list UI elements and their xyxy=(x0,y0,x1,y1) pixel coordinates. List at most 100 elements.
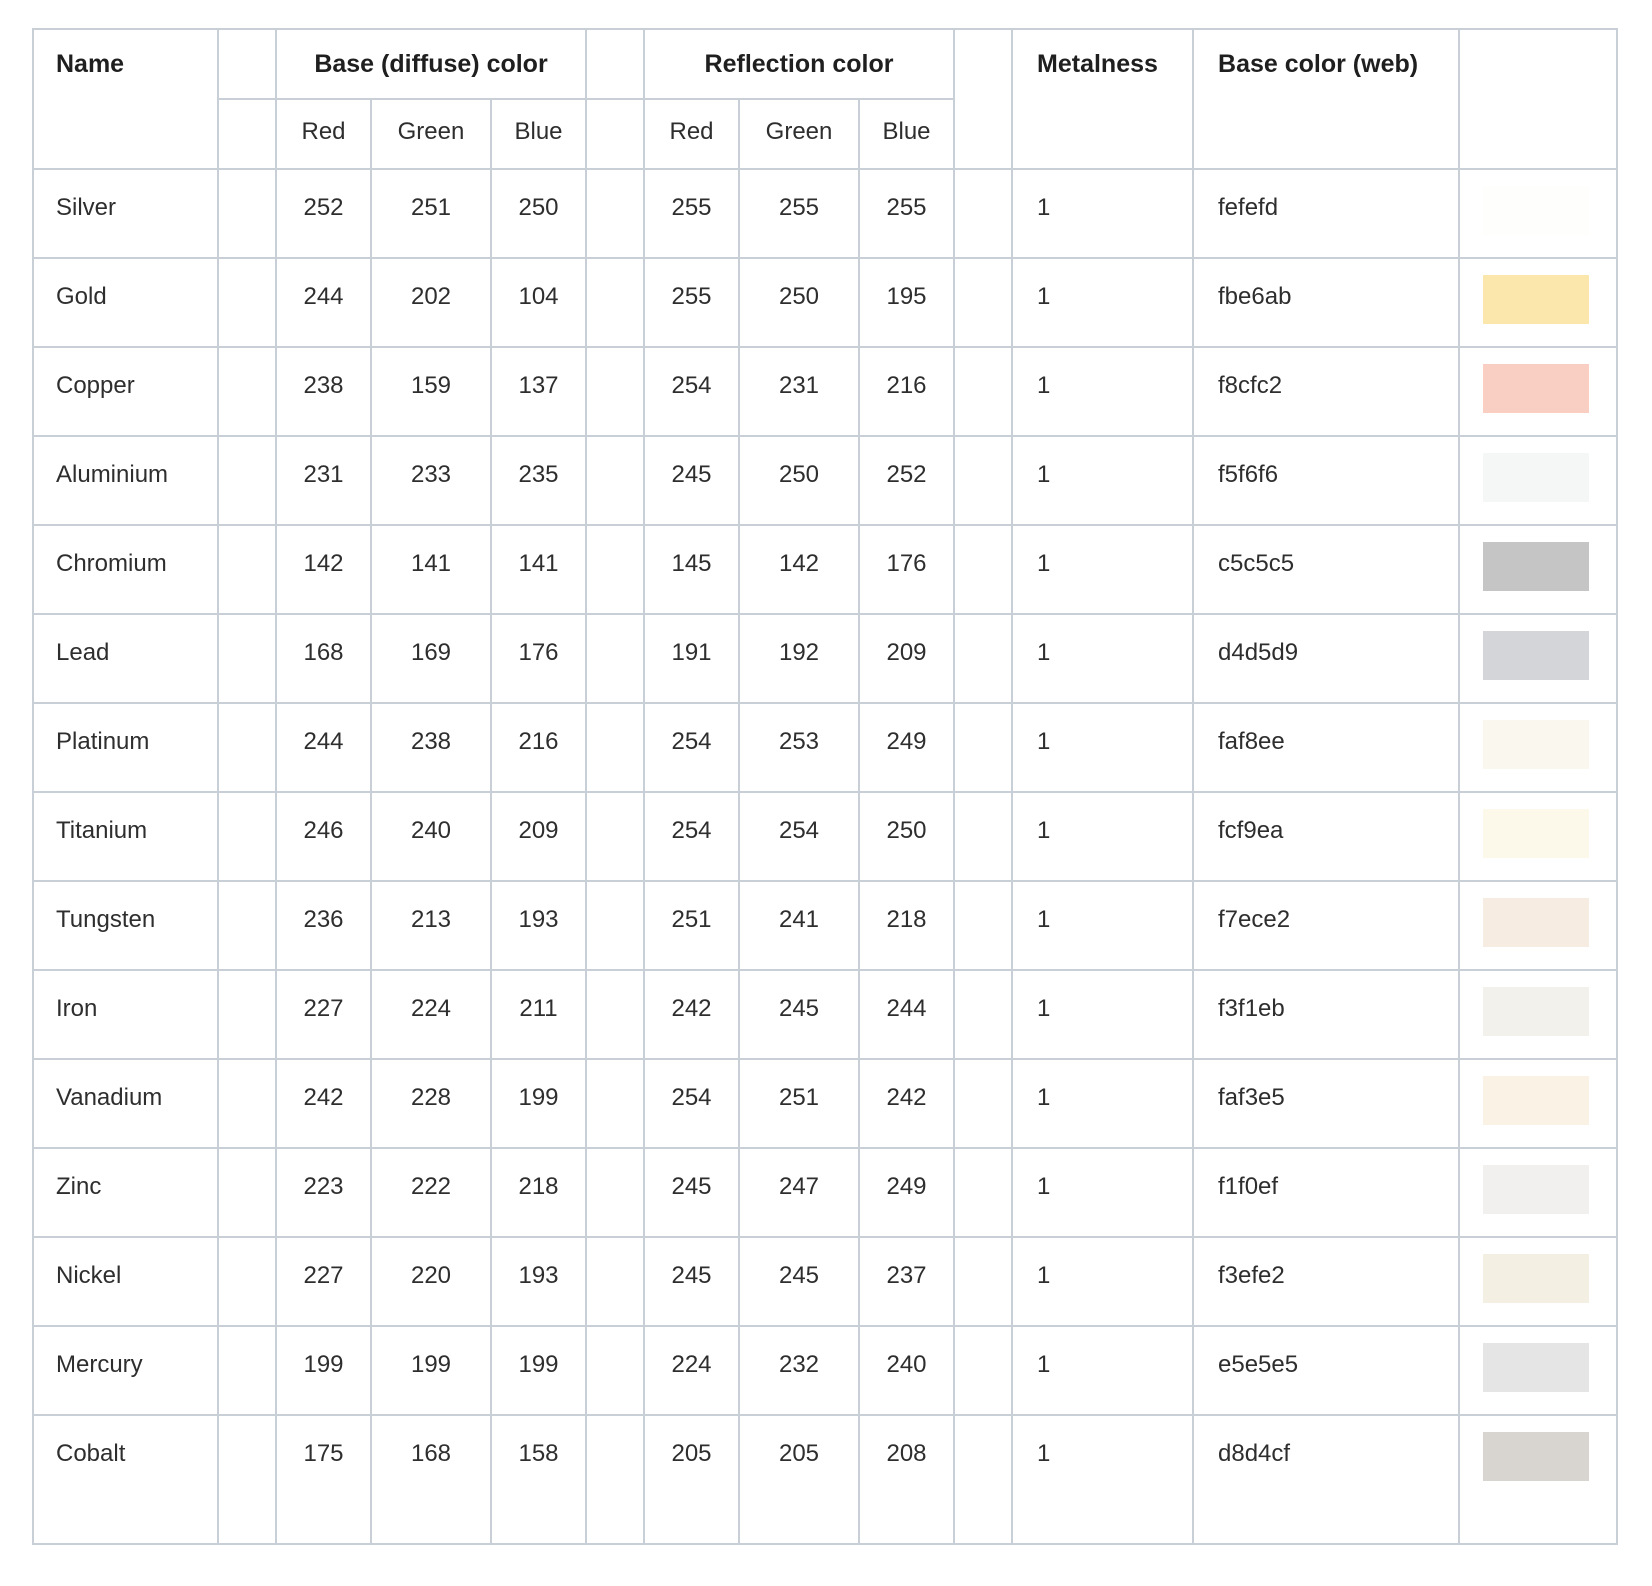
base-green-cell: 169 xyxy=(370,613,492,704)
spacer-cell xyxy=(953,791,1014,882)
reflection-blue-cell: 208 xyxy=(858,1414,956,1545)
spacer-cell xyxy=(217,702,277,793)
reflection-green-cell: 250 xyxy=(738,257,861,348)
spacer-cell xyxy=(953,1236,1014,1327)
metal-name-cell: Zinc xyxy=(32,1147,219,1238)
reflection-red-cell: 245 xyxy=(643,1147,741,1238)
base-red-cell: 238 xyxy=(275,346,372,437)
spacer-cell xyxy=(585,1147,646,1238)
reflection-green-cell: 232 xyxy=(738,1325,861,1416)
swatch-cell xyxy=(1458,1147,1619,1238)
swatch-cell xyxy=(1458,969,1619,1060)
spacer-cell xyxy=(585,346,646,437)
base-red-cell: 231 xyxy=(275,435,372,526)
base-blue-cell: 104 xyxy=(489,257,588,348)
color-swatch xyxy=(1483,631,1590,680)
spacer-cell xyxy=(217,1147,277,1238)
metalness-cell: 1 xyxy=(1011,257,1195,348)
spacer-cell xyxy=(217,1236,277,1327)
base-blue-cell: 199 xyxy=(489,1058,588,1149)
base-blue-cell: 209 xyxy=(489,791,588,882)
metalness-cell: 1 xyxy=(1011,702,1195,793)
spacer-cell xyxy=(953,1147,1014,1238)
base-red-cell: 223 xyxy=(275,1147,372,1238)
base-red-cell: 199 xyxy=(275,1325,372,1416)
base-blue-cell: 158 xyxy=(489,1414,588,1545)
metalness-cell: 1 xyxy=(1011,1058,1195,1149)
spacer-cell xyxy=(585,702,646,793)
spacer-cell xyxy=(953,28,1014,170)
spacer-cell xyxy=(585,168,646,259)
spacer-cell xyxy=(585,257,646,348)
base-red-cell: 246 xyxy=(275,791,372,882)
spacer-cell xyxy=(217,1414,277,1545)
spacer-cell xyxy=(217,1058,277,1149)
reflection-green-cell: 205 xyxy=(738,1414,861,1545)
reflection-red-cell: 254 xyxy=(643,1058,741,1149)
swatch-cell xyxy=(1458,1058,1619,1149)
table-row: Silver 252 251 250 255 255 255 1 fefefd xyxy=(32,168,1619,259)
spacer-cell xyxy=(217,791,277,882)
reflection-green-cell: 250 xyxy=(738,435,861,526)
reflection-blue-cell: 244 xyxy=(858,969,956,1060)
reflection-blue-cell: 252 xyxy=(858,435,956,526)
base-blue-cell: 235 xyxy=(489,435,588,526)
reflection-green-cell: 255 xyxy=(738,168,861,259)
spacer-cell xyxy=(953,1058,1014,1149)
table-body: Silver 252 251 250 255 255 255 1 fefefd … xyxy=(32,168,1619,1545)
spacer-cell xyxy=(953,168,1014,259)
reflection-blue-cell: 250 xyxy=(858,791,956,882)
reflection-blue-cell: 237 xyxy=(858,1236,956,1327)
swatch-cell xyxy=(1458,257,1619,348)
base-blue-cell: 176 xyxy=(489,613,588,704)
metal-colors-page: Name Base (diffuse) color Reflection col… xyxy=(32,28,1619,1545)
table-row: Zinc 223 222 218 245 247 249 1 f1f0ef xyxy=(32,1147,1619,1238)
base-red-cell: 242 xyxy=(275,1058,372,1149)
metalness-cell: 1 xyxy=(1011,1414,1195,1545)
metalness-cell: 1 xyxy=(1011,1147,1195,1238)
base-green-cell: 240 xyxy=(370,791,492,882)
metalness-cell: 1 xyxy=(1011,791,1195,882)
base-green-cell: 233 xyxy=(370,435,492,526)
base-red-header: Red xyxy=(275,98,372,170)
spacer-cell xyxy=(953,880,1014,971)
base-red-cell: 227 xyxy=(275,1236,372,1327)
table-row: Gold 244 202 104 255 250 195 1 fbe6ab xyxy=(32,257,1619,348)
metalness-cell: 1 xyxy=(1011,613,1195,704)
base-red-cell: 142 xyxy=(275,524,372,615)
reflection-red-cell: 245 xyxy=(643,1236,741,1327)
base-blue-cell: 211 xyxy=(489,969,588,1060)
table-row: Aluminium 231 233 235 245 250 252 1 f5f6… xyxy=(32,435,1619,526)
base-blue-cell: 193 xyxy=(489,1236,588,1327)
metalness-cell: 1 xyxy=(1011,880,1195,971)
color-swatch xyxy=(1483,1432,1590,1481)
base-green-cell: 168 xyxy=(370,1414,492,1545)
metal-name-cell: Gold xyxy=(32,257,219,348)
table-row: Mercury 199 199 199 224 232 240 1 e5e5e5 xyxy=(32,1325,1619,1416)
base-color-group-header: Base (diffuse) color xyxy=(274,28,588,100)
spacer-cell xyxy=(585,613,646,704)
reflection-green-cell: 251 xyxy=(738,1058,861,1149)
table-row: Tungsten 236 213 193 251 241 218 1 f7ece… xyxy=(32,880,1619,971)
spacer-cell xyxy=(953,257,1014,348)
reflection-blue-cell: 242 xyxy=(858,1058,956,1149)
reflection-red-cell: 254 xyxy=(643,791,741,882)
hex-value-cell: d8d4cf xyxy=(1192,1414,1461,1545)
metal-colors-table: Name Base (diffuse) color Reflection col… xyxy=(32,28,1619,1545)
spacer-cell xyxy=(217,613,277,704)
spacer-cell xyxy=(217,28,277,100)
header-channel-row: Red Green Blue Red Green Blue xyxy=(33,98,1617,170)
base-red-cell: 236 xyxy=(275,880,372,971)
spacer-cell xyxy=(585,1058,646,1149)
metal-name-cell: Chromium xyxy=(32,524,219,615)
spacer-cell xyxy=(953,613,1014,704)
base-green-cell: 220 xyxy=(370,1236,492,1327)
reflection-blue-cell: 240 xyxy=(858,1325,956,1416)
metal-name-cell: Aluminium xyxy=(32,435,219,526)
spacer-cell xyxy=(585,1325,646,1416)
reflection-red-cell: 205 xyxy=(643,1414,741,1545)
color-swatch xyxy=(1483,987,1590,1036)
base-red-cell: 252 xyxy=(275,168,372,259)
color-swatch xyxy=(1483,720,1590,769)
reflection-green-cell: 247 xyxy=(738,1147,861,1238)
